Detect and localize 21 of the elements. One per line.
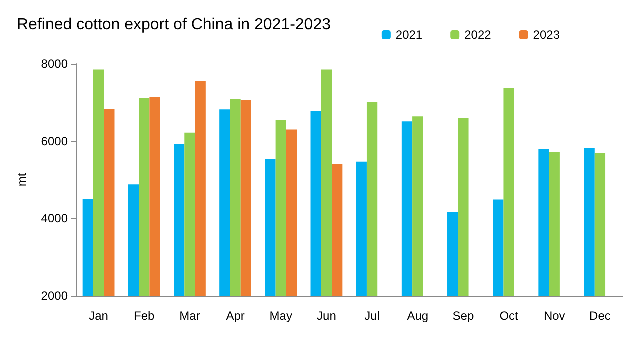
x-tick-label: Dec [590,309,611,323]
x-tick-label: Mar [180,309,200,323]
x-tick-label: Apr [226,309,245,323]
x-tick-label: Feb [134,309,156,323]
x-tick-label: Jun [317,309,336,323]
y-tick-label: 2000 [41,289,68,303]
legend-label: 2023 [533,28,560,42]
legend-label: 2021 [396,28,423,42]
y-tick-label: 8000 [41,57,68,71]
x-tick-label: Nov [544,309,566,323]
y-axis-title: mt [15,172,29,187]
chart-title: Refined cotton export of China in 2021-2023 [17,16,332,34]
x-tick-label: Jul [364,309,380,323]
y-tick-label: 6000 [41,134,68,148]
x-tick-label: Oct [500,309,520,323]
legend-label: 2022 [464,28,492,42]
x-tick-label: Jan [89,309,108,323]
x-tick-label: Aug [407,309,429,323]
y-tick-label: 4000 [41,212,68,226]
x-tick-label: Sep [452,309,474,323]
x-tick-label: May [270,309,292,323]
